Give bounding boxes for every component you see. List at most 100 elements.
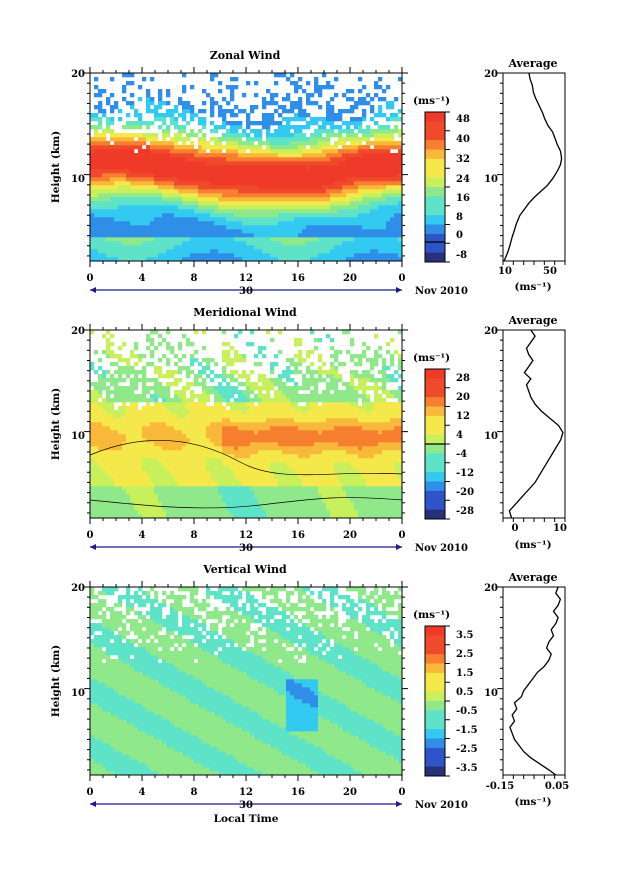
field-cell — [278, 330, 283, 335]
field-cell — [122, 446, 127, 451]
field-cell — [162, 149, 167, 154]
field-cell — [122, 378, 127, 383]
field-cell — [130, 249, 135, 254]
field-cell — [222, 189, 227, 194]
field-cell — [290, 225, 295, 230]
field-cell — [146, 506, 151, 511]
field-cell — [294, 117, 299, 122]
field-cell — [158, 169, 163, 174]
field-cell — [130, 145, 135, 150]
field-cell — [258, 422, 263, 427]
field-cell — [354, 137, 359, 142]
field-cell — [258, 350, 263, 355]
field-cell — [150, 398, 155, 403]
field-cell — [118, 418, 123, 423]
field-cell — [330, 229, 335, 234]
field-cell — [110, 494, 115, 499]
field-cell — [306, 253, 311, 258]
field-cell — [246, 458, 251, 463]
field-cell — [206, 217, 211, 222]
field-cell — [218, 217, 223, 222]
field-cell — [286, 221, 291, 226]
field-cell — [202, 330, 207, 335]
field-cell — [122, 165, 127, 170]
field-cell — [238, 257, 243, 261]
field-cell — [194, 486, 199, 491]
field-cell — [266, 101, 271, 106]
field-cell — [294, 245, 299, 250]
field-cell — [130, 101, 135, 106]
field-cell — [238, 205, 243, 210]
field-cell — [102, 482, 107, 487]
field-cell — [186, 201, 191, 206]
field-cell — [322, 201, 327, 206]
field-cell — [230, 113, 235, 118]
field-cell — [366, 193, 371, 198]
field-cell — [294, 474, 299, 479]
field-cell — [182, 506, 187, 511]
field-cell — [94, 382, 99, 387]
field-cell — [166, 133, 171, 138]
field-cell — [330, 125, 335, 130]
field-cell — [134, 237, 139, 242]
field-cell — [342, 145, 347, 150]
field-cell — [150, 169, 155, 174]
field-cell — [234, 478, 239, 483]
field-cell — [374, 81, 379, 86]
field-cell — [214, 217, 219, 222]
field-cell — [122, 390, 127, 395]
field-cell — [378, 173, 383, 178]
field-cell — [138, 414, 143, 419]
field-cell — [194, 330, 199, 335]
field-cell — [318, 257, 323, 261]
field-cell — [246, 506, 251, 511]
field-cell — [310, 165, 315, 170]
field-cell — [266, 253, 271, 258]
field-cell — [110, 446, 115, 451]
field-cell — [318, 229, 323, 234]
field-cell — [214, 410, 219, 415]
field-cell — [298, 217, 303, 222]
field-cell — [190, 181, 195, 186]
field-cell — [290, 193, 295, 198]
field-cell — [94, 169, 99, 174]
field-cell — [118, 510, 123, 515]
field-cell — [226, 257, 231, 261]
field-cell — [98, 253, 103, 258]
field-cell — [314, 121, 319, 126]
field-cell — [162, 141, 167, 146]
field-cell — [166, 506, 171, 511]
field-cell — [206, 494, 211, 499]
field-cell — [126, 209, 131, 214]
field-cell — [106, 506, 111, 511]
field-cell — [334, 189, 339, 194]
field-cell — [330, 181, 335, 186]
field-cell — [114, 514, 119, 518]
field-cell — [222, 125, 227, 130]
field-cell — [366, 169, 371, 174]
field-cell — [126, 81, 131, 86]
field-cell — [202, 185, 207, 190]
field-cell — [362, 149, 367, 154]
field-cell — [250, 237, 255, 242]
field-cell — [290, 185, 295, 190]
field-cell — [122, 201, 127, 206]
field-cell — [98, 233, 103, 238]
field-cell — [174, 370, 179, 375]
field-cell — [202, 181, 207, 186]
field-cell — [350, 221, 355, 226]
field-cell — [182, 249, 187, 254]
field-cell — [162, 514, 167, 518]
field-cell — [278, 181, 283, 186]
field-cell — [350, 161, 355, 166]
field-cell — [254, 362, 259, 367]
field-cell — [234, 209, 239, 214]
field-cell — [390, 209, 395, 214]
field-cell — [174, 494, 179, 499]
field-cell — [306, 153, 311, 158]
field-cell — [366, 173, 371, 178]
field-cell — [214, 193, 219, 198]
field-cell — [194, 253, 199, 258]
field-cell — [194, 466, 199, 471]
field-cell — [178, 189, 183, 194]
